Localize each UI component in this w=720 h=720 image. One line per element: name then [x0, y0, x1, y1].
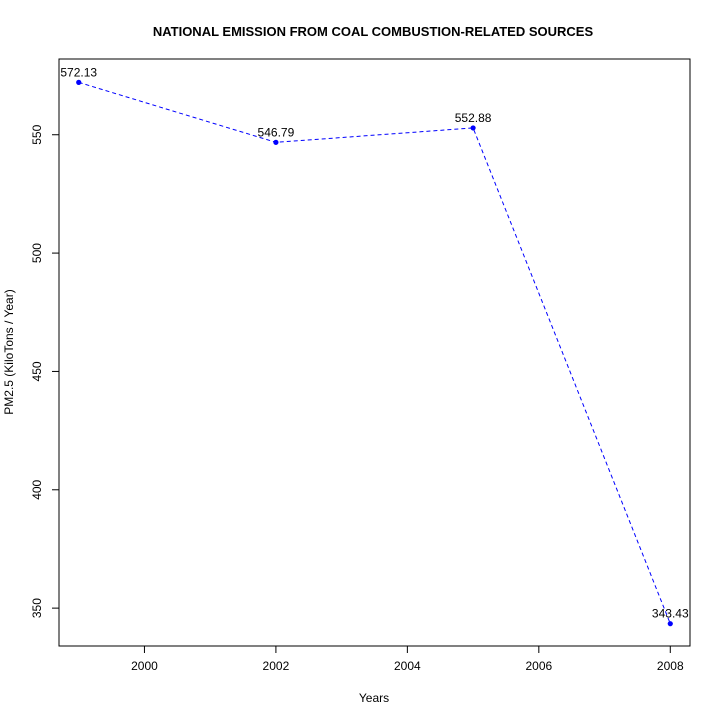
series-line	[78, 81, 671, 624]
y-tick-label: 350	[30, 598, 44, 618]
y-tick-label: 500	[30, 243, 44, 263]
x-tick-label: 2008	[657, 659, 684, 673]
y-tick-label: 550	[30, 124, 44, 144]
x-axis: 2000 2002 2004 2006 2008	[131, 645, 684, 673]
data-label: 572.13	[60, 65, 97, 79]
y-tick-label: 450	[30, 361, 44, 381]
x-tick-label: 2002	[263, 659, 290, 673]
x-tick-label: 2000	[131, 659, 158, 673]
chart-title: NATIONAL EMISSION FROM COAL COMBUSTION-R…	[153, 24, 594, 39]
data-label: 552.88	[455, 111, 492, 125]
data-label: 546.79	[258, 125, 295, 139]
data-point	[667, 621, 673, 627]
data-label: 343.43	[652, 607, 689, 621]
data-series: 572.13 546.79 552.88 343.43	[60, 65, 689, 627]
x-axis-label: Years	[359, 691, 389, 705]
x-tick-label: 2006	[525, 659, 552, 673]
x-tick-label: 2004	[394, 659, 421, 673]
data-point	[470, 125, 476, 131]
data-point	[273, 139, 279, 145]
plot-frame	[58, 58, 691, 647]
y-tick-label: 400	[30, 479, 44, 499]
y-axis: 350 400 450 500 550	[30, 124, 60, 618]
y-axis-label: PM2.5 (KiloTons / Year)	[2, 289, 16, 414]
data-point	[76, 79, 82, 85]
